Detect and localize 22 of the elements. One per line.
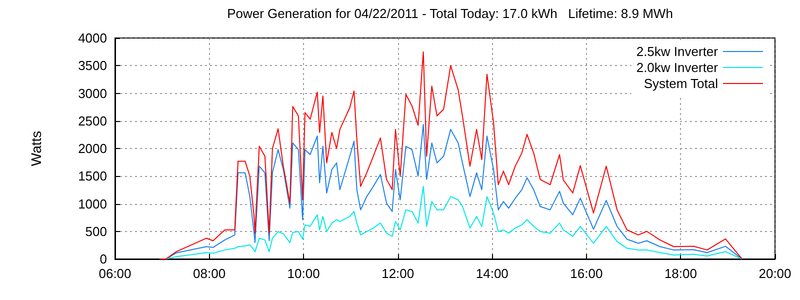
x-tick-label: 20:00	[758, 266, 792, 281]
y-tick-label: 4000	[78, 30, 107, 46]
x-tick-label: 06:00	[98, 266, 132, 281]
legend-label: 2.0kw Inverter	[636, 60, 719, 75]
y-tick-label: 1500	[78, 168, 107, 184]
x-tick-label: 10:00	[287, 266, 320, 281]
legend-label: 2.5kw Inverter	[636, 44, 719, 59]
x-tick-label: 18:00	[664, 266, 697, 281]
x-tick-label: 12:00	[382, 266, 414, 281]
x-tick-label: 14:00	[476, 266, 508, 281]
y-tick-label: 1000	[78, 196, 107, 212]
y-axis-title: Watts	[28, 130, 44, 166]
y-tick-label: 3000	[78, 86, 107, 101]
x-tick-label: 16:00	[570, 266, 603, 281]
y-tick-label: 0	[100, 252, 107, 266]
y-tick-label: 3500	[78, 58, 107, 74]
y-tick-label: 2500	[78, 113, 107, 128]
legend-label: System Total	[644, 76, 718, 91]
x-tick-label: 08:00	[193, 266, 226, 281]
chart-title: Power Generation for 04/22/2011 - Total Today: 17.0 kWh Lifetime: 8.9 MWh	[227, 6, 673, 21]
y-tick-label: 2000	[78, 141, 107, 156]
y-tick-label: 500	[85, 224, 107, 239]
